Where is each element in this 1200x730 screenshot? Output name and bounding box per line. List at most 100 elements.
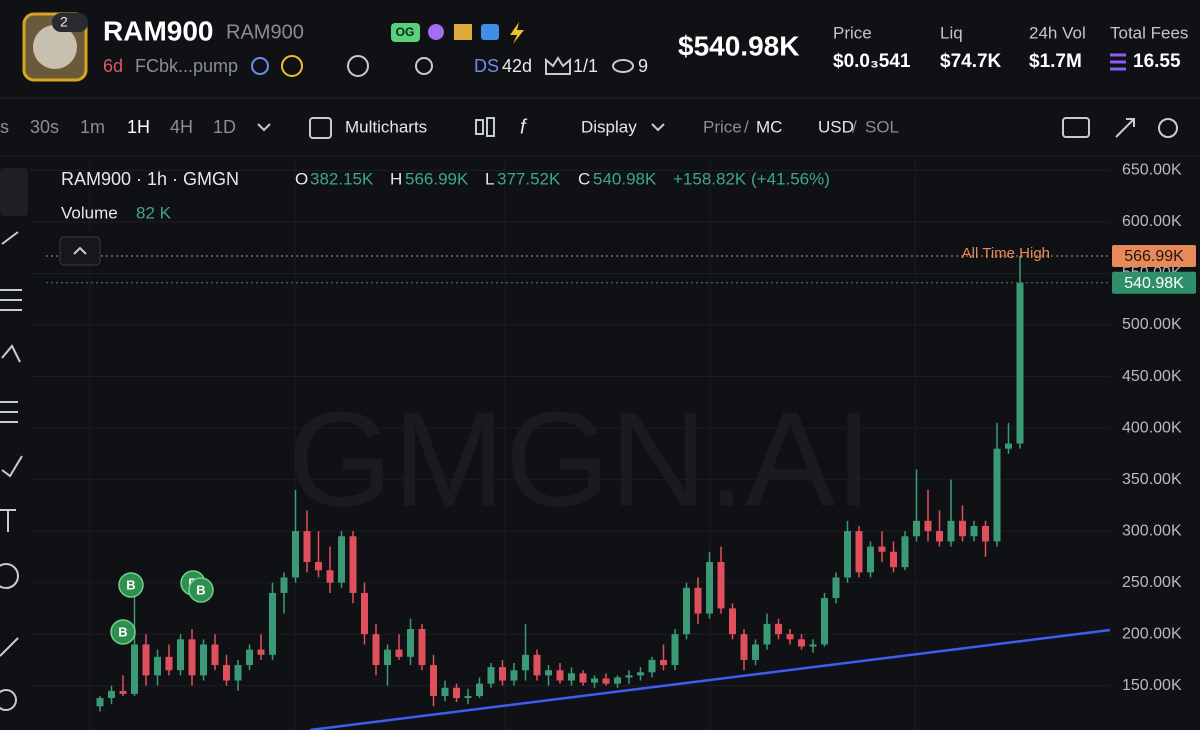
buy-marker[interactable] [188,577,214,603]
tool[interactable] [1,455,23,478]
candle-body [556,670,564,681]
interval[interactable]: 1D [213,117,236,137]
icon[interactable] [475,119,484,135]
candle-body [499,667,506,681]
tool[interactable] [0,563,19,589]
candle-body [315,562,322,571]
icon [510,22,524,44]
display[interactable]: Display [581,117,637,136]
icon [73,246,87,255]
legend-value: 382.15K [310,169,374,188]
candle-body [487,667,495,684]
mc-toggle[interactable]: MC [756,117,782,136]
candle-body [234,665,242,681]
sol-toggle[interactable]: SOL [865,117,899,136]
icon[interactable] [281,55,303,77]
og-text: OG [396,25,415,39]
icon[interactable] [486,117,495,137]
stat-label: 24h Vol [1029,23,1086,42]
icon [454,24,472,40]
candle-body [591,678,598,683]
fx-icon[interactable]: f [520,116,528,138]
legend-change: +158.82K (+41.56%) [673,169,830,188]
y-tick-label: 600.00K [1122,213,1182,230]
usd-toggle[interactable]: USD [818,117,854,136]
candle-body [763,623,771,645]
y-tick-label: 450.00K [1122,368,1182,385]
tool[interactable] [1,231,19,245]
drawing-tools [0,168,28,711]
y-tick-label: 200.00K [1122,625,1182,642]
interval[interactable]: 4H [170,117,193,137]
tool[interactable] [0,689,17,711]
tool[interactable] [0,637,19,657]
legend-title: RAM900 · 1h · GMGN [61,169,239,189]
candle-body [223,665,230,681]
expand[interactable] [1115,118,1135,138]
candle-body [257,649,265,655]
trend-line[interactable] [309,628,1111,730]
ds-age: 42d [502,56,532,76]
interval[interactable]: 1H [127,117,150,137]
candle-body [798,639,805,647]
settings[interactable] [1158,118,1178,138]
buy-marker[interactable] [118,572,144,598]
candle-body [211,644,219,666]
volume-key: Volume [61,203,118,222]
buy-marker[interactable] [110,619,136,645]
tool[interactable] [1,344,21,363]
candle-body [729,608,736,635]
candle-body [970,525,978,537]
address[interactable]: FCbk...pump [135,56,238,76]
buy-marker-label: B [196,582,205,597]
interval[interactable]: 1m [80,117,105,137]
candle-body [855,531,863,573]
candle-body [119,690,127,694]
stat-value: $74.7K [940,51,1002,72]
icon[interactable] [415,57,433,75]
tool[interactable] [0,289,22,311]
tool[interactable] [0,509,16,532]
camera[interactable] [1062,117,1090,138]
stat-value: $0.0₃541 [833,51,911,72]
icon[interactable] [251,57,269,75]
candle-body [982,525,989,542]
multicharts[interactable]: Multicharts [345,117,427,136]
buy-marker-label: B [118,624,127,639]
last-price-line-label: 540.98K [1124,275,1184,292]
interval[interactable]: 30s [30,117,59,137]
candle-body [108,690,115,699]
legend-value: 377.52K [497,169,561,188]
checkbox[interactable] [309,117,332,139]
avatar-art [33,25,77,69]
tool[interactable] [0,401,18,423]
candle-body [407,629,414,657]
avatar-badge [52,13,88,32]
interval[interactable]: s [0,117,9,137]
sol-icon [1110,53,1126,71]
candle-body [786,634,794,640]
y-tick-label: 300.00K [1122,522,1182,539]
icon[interactable] [347,55,369,77]
candle-body [683,587,690,635]
candle-body [867,546,874,573]
candle-body [993,448,1001,542]
candle-body [579,673,587,683]
ath-line-label: 566.99K [1124,248,1184,265]
candle-body [694,587,702,614]
candle-body [775,623,782,635]
candle-body [510,670,518,681]
price-toggle[interactable]: Price [703,117,742,136]
legend-key: O [295,169,308,188]
volume-value: 82 K [136,203,172,222]
watermark: GMGN.AI [287,384,872,535]
collapse-button[interactable] [59,236,101,266]
candle-body [131,644,138,694]
icon [428,24,444,40]
tool[interactable] [0,168,28,216]
candle-body [200,644,207,676]
candle-body [740,634,748,660]
stat-label: Price [833,23,872,42]
icon [545,56,571,75]
ath-text: All Time High [962,245,1050,262]
